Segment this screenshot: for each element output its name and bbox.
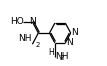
Text: 2: 2 bbox=[60, 55, 64, 61]
Text: NH: NH bbox=[19, 34, 32, 43]
Text: HO: HO bbox=[10, 17, 23, 26]
Text: H: H bbox=[48, 48, 54, 57]
Text: N: N bbox=[66, 38, 72, 47]
Text: NH: NH bbox=[55, 52, 69, 61]
Text: N: N bbox=[29, 17, 36, 26]
Text: 2: 2 bbox=[35, 42, 40, 48]
Text: N: N bbox=[71, 28, 78, 37]
